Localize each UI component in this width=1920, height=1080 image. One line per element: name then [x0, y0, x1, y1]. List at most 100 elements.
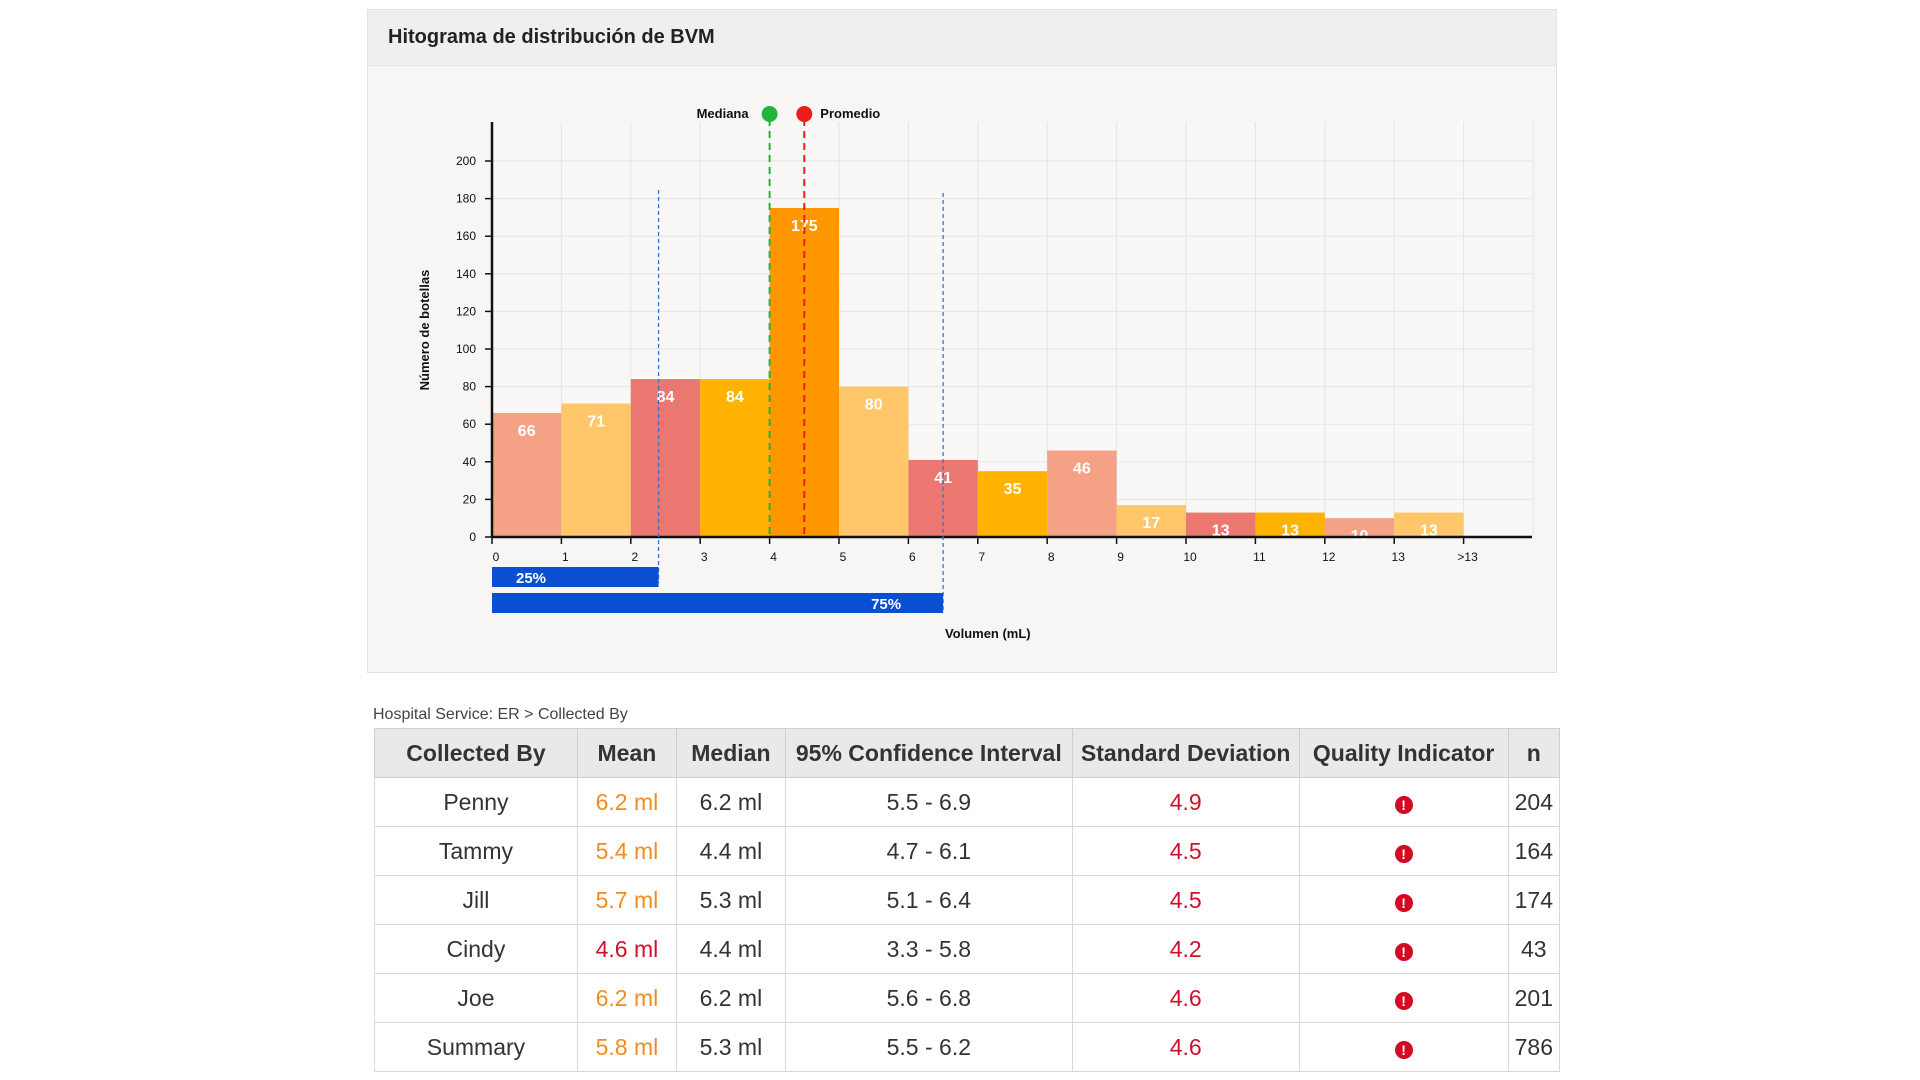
y-tick-label: 40: [463, 455, 477, 469]
histogram-bar: [492, 412, 562, 537]
histogram-bar: [700, 379, 770, 537]
y-tick-label: 60: [463, 417, 477, 431]
y-tick-label: 160: [456, 229, 476, 243]
y-tick-label: 20: [463, 492, 477, 506]
panel-title: Hitograma de distribución de BVM: [368, 10, 1556, 66]
cell-quality: !: [1298, 973, 1509, 1023]
cell-sd: 4.2: [1071, 924, 1300, 974]
cell-median: 6.2 ml: [675, 777, 786, 827]
table-row[interactable]: Summary 5.8 ml 5.3 ml 5.5 - 6.2 4.6! 786: [374, 1022, 1561, 1072]
cell-collected-by: Tammy: [374, 826, 578, 876]
table-row[interactable]: Tammy 5.4 ml 4.4 ml 4.7 - 6.1 4.5! 164: [374, 826, 1561, 876]
col-header-mean[interactable]: Mean: [576, 728, 677, 778]
bar-value-label: 35: [1004, 481, 1022, 498]
col-header-sd[interactable]: Standard Deviation: [1071, 728, 1300, 778]
cell-ci: 3.3 - 5.8: [784, 924, 1073, 974]
col-header-median[interactable]: Median: [675, 728, 786, 778]
cell-quality: !: [1298, 1022, 1509, 1072]
col-header-n[interactable]: n: [1507, 728, 1561, 778]
cell-n: 204: [1507, 777, 1561, 827]
p25-label: 25%: [516, 570, 546, 587]
x-tick-label: 5: [840, 550, 847, 564]
bar-value-label: 17: [1142, 515, 1160, 532]
col-header-ci[interactable]: 95% Confidence Interval: [784, 728, 1073, 778]
cell-quality: !: [1298, 924, 1509, 974]
y-tick-label: 120: [456, 304, 476, 318]
p25-bar: [492, 567, 659, 587]
cell-n: 43: [1507, 924, 1561, 974]
bar-value-label: 41: [934, 470, 952, 487]
cell-mean: 5.7 ml: [576, 875, 677, 925]
alert-icon: !: [1394, 1040, 1413, 1059]
cell-sd: 4.6: [1071, 1022, 1300, 1072]
cell-mean: 5.8 ml: [576, 1022, 677, 1072]
y-tick-label: 100: [456, 342, 476, 356]
breadcrumb: Hospital Service: ER > Collected By: [373, 706, 628, 723]
x-tick-label: 3: [701, 550, 708, 564]
cell-quality: !: [1298, 826, 1509, 876]
x-tick-label: 11: [1253, 550, 1266, 564]
cell-ci: 5.5 - 6.9: [784, 777, 1073, 827]
table-row[interactable]: Cindy 4.6 ml 4.4 ml 3.3 - 5.8 4.2! 43: [374, 924, 1561, 974]
bar-value-label: 175: [791, 218, 818, 235]
cell-ci: 5.1 - 6.4: [784, 875, 1073, 925]
x-tick-label: 7: [978, 550, 985, 564]
table-row[interactable]: Penny 6.2 ml 6.2 ml 5.5 - 6.9 4.9! 204: [374, 777, 1561, 827]
alert-icon: !: [1394, 844, 1413, 863]
table-row[interactable]: Jill 5.7 ml 5.3 ml 5.1 - 6.4 4.5! 174: [374, 875, 1561, 925]
x-tick-label: 9: [1117, 550, 1124, 564]
cell-median: 5.3 ml: [675, 1022, 786, 1072]
cell-quality: !: [1298, 875, 1509, 925]
y-tick-label: 80: [463, 380, 477, 394]
y-axis-label: Número de botellas: [417, 270, 432, 391]
bar-value-label: 66: [518, 423, 536, 440]
alert-icon: !: [1394, 991, 1413, 1010]
cell-n: 786: [1507, 1022, 1561, 1072]
alert-icon: !: [1394, 893, 1413, 912]
table-row[interactable]: Joe 6.2 ml 6.2 ml 5.6 - 6.8 4.6! 201: [374, 973, 1561, 1023]
y-tick-label: 140: [456, 267, 476, 281]
p75-bar: [492, 593, 944, 613]
cell-n: 174: [1507, 875, 1561, 925]
cell-ci: 4.7 - 6.1: [784, 826, 1073, 876]
cell-mean: 4.6 ml: [576, 924, 677, 974]
cell-ci: 5.6 - 6.8: [784, 973, 1073, 1023]
cell-ci: 5.5 - 6.2: [784, 1022, 1073, 1072]
cell-median: 4.4 ml: [675, 826, 786, 876]
histogram-bar: [977, 471, 1048, 537]
bar-value-label: 46: [1073, 461, 1091, 478]
cell-mean: 6.2 ml: [576, 777, 677, 827]
cell-sd: 4.5: [1071, 875, 1300, 925]
x-tick-label: 13: [1392, 550, 1406, 564]
x-tick-label: 4: [770, 550, 777, 564]
histogram-bar: [1394, 512, 1464, 537]
bar-value-label: 13: [1420, 523, 1438, 540]
cell-median: 6.2 ml: [675, 973, 786, 1023]
histogram-bar: [1255, 512, 1325, 537]
bar-value-label: 84: [726, 389, 744, 406]
cell-sd: 4.9: [1071, 777, 1300, 827]
cell-quality: !: [1298, 777, 1509, 827]
col-header-quality[interactable]: Quality Indicator: [1298, 728, 1509, 778]
x-tick-label: 2: [631, 550, 638, 564]
p75-label: 75%: [871, 596, 901, 613]
col-header-collected-by[interactable]: Collected By: [374, 728, 578, 778]
table-body: Penny 6.2 ml 6.2 ml 5.5 - 6.9 4.9! 204 Tammy 5.…: [374, 777, 1561, 1072]
cell-collected-by: Cindy: [374, 924, 578, 974]
bar-value-label: 13: [1281, 523, 1299, 540]
cell-sd: 4.6: [1071, 973, 1300, 1023]
x-tick-label: 12: [1322, 550, 1336, 564]
x-tick-label: 8: [1048, 550, 1055, 564]
table-header-row: Collected By Mean Median 95% Confidence …: [374, 728, 1561, 778]
cell-collected-by: Joe: [374, 973, 578, 1023]
bar-value-label: 13: [1212, 523, 1230, 540]
histogram-bar: [1047, 450, 1117, 537]
x-tick-label: 10: [1183, 550, 1197, 564]
cell-n: 164: [1507, 826, 1561, 876]
x-axis-label: Volumen (mL): [945, 626, 1031, 641]
bar-value-label: 80: [865, 397, 883, 414]
cell-sd: 4.5: [1071, 826, 1300, 876]
histogram-bar: [1324, 518, 1395, 537]
histogram-bar: [630, 379, 701, 537]
bar-value-label: 84: [657, 389, 675, 406]
